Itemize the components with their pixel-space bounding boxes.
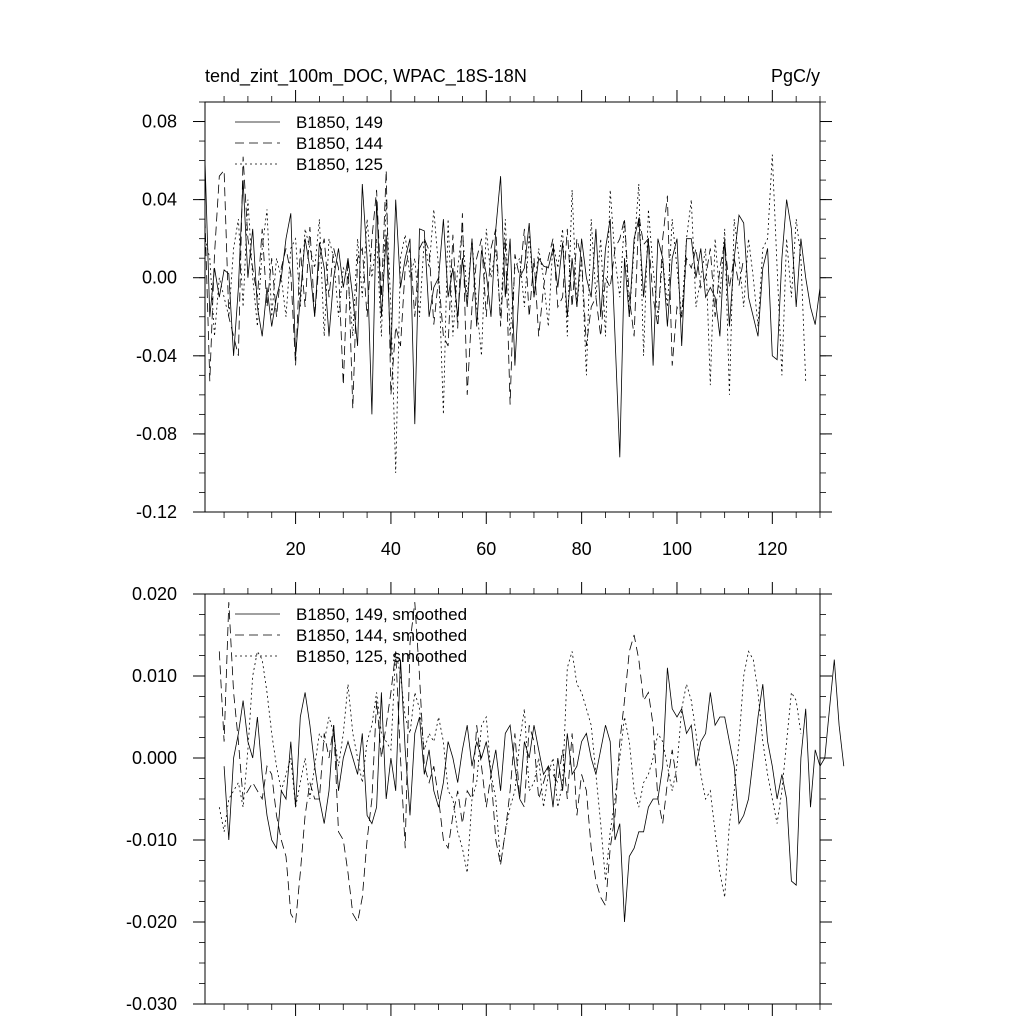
series-line-1: [223, 659, 845, 923]
top-series-lines: [204, 154, 821, 474]
chart-title: tend_zint_100m_DOC, WPAC_18S-18N: [205, 66, 527, 87]
y-tick-label: -0.04: [136, 346, 177, 366]
x-tick-label: 40: [381, 539, 401, 559]
bottom-legend: B1850, 149, smoothed B1850, 144, smoothed…: [235, 605, 467, 666]
series-line-3: [204, 154, 807, 474]
y-tick-label: 0.020: [132, 584, 177, 604]
y-tick-label: -0.010: [126, 830, 177, 850]
series-line-2: [204, 156, 745, 409]
x-tick-label: 100: [662, 539, 692, 559]
x-tick-label: 80: [572, 539, 592, 559]
y-tick-label: -0.030: [126, 994, 177, 1014]
top-panel: tend_zint_100m_DOC, WPAC_18S-18N PgC/y 2…: [136, 66, 832, 559]
y-tick-label: -0.12: [136, 502, 177, 522]
y-tick-label: 0.010: [132, 666, 177, 686]
legend-label-2: B1850, 144: [296, 134, 383, 153]
y-tick-label: -0.020: [126, 912, 177, 932]
legend-label-1: B1850, 149, smoothed: [296, 605, 467, 624]
x-tick-label: 20: [286, 539, 306, 559]
series-line-3: [218, 650, 802, 898]
x-tick-label: 120: [757, 539, 787, 559]
top-legend: B1850, 149 B1850, 144 B1850, 125: [235, 113, 383, 174]
series-line-1: [204, 160, 821, 458]
bottom-panel: 0.020 0.010 0.000 -0.010 -0.020 -0.030 B1850,…: [126, 582, 845, 1016]
legend-label-1: B1850, 149: [296, 113, 383, 132]
y-tick-label: 0.08: [142, 112, 177, 132]
top-ticks: 20 40 60 80 100 120 0.08 0.04 0.00 -0.04 -0.08 -0.1…: [136, 90, 832, 559]
bottom-ticks: 0.020 0.010 0.000 -0.010 -0.020 -0.030: [126, 582, 832, 1016]
legend-label-2: B1850, 144, smoothed: [296, 626, 467, 645]
y-tick-label: -0.08: [136, 424, 177, 444]
plot-frame-top: [204, 101, 821, 513]
y-tick-label: 0.000: [132, 748, 177, 768]
y-tick-label: 0.04: [142, 190, 177, 210]
bottom-series-lines: [218, 602, 845, 924]
legend-label-3: B1850, 125, smoothed: [296, 647, 467, 666]
chart-units: PgC/y: [771, 66, 820, 86]
x-tick-label: 60: [476, 539, 496, 559]
y-tick-label: 0.00: [142, 268, 177, 288]
series-line-2: [218, 602, 678, 924]
legend-label-3: B1850, 125: [296, 155, 383, 174]
